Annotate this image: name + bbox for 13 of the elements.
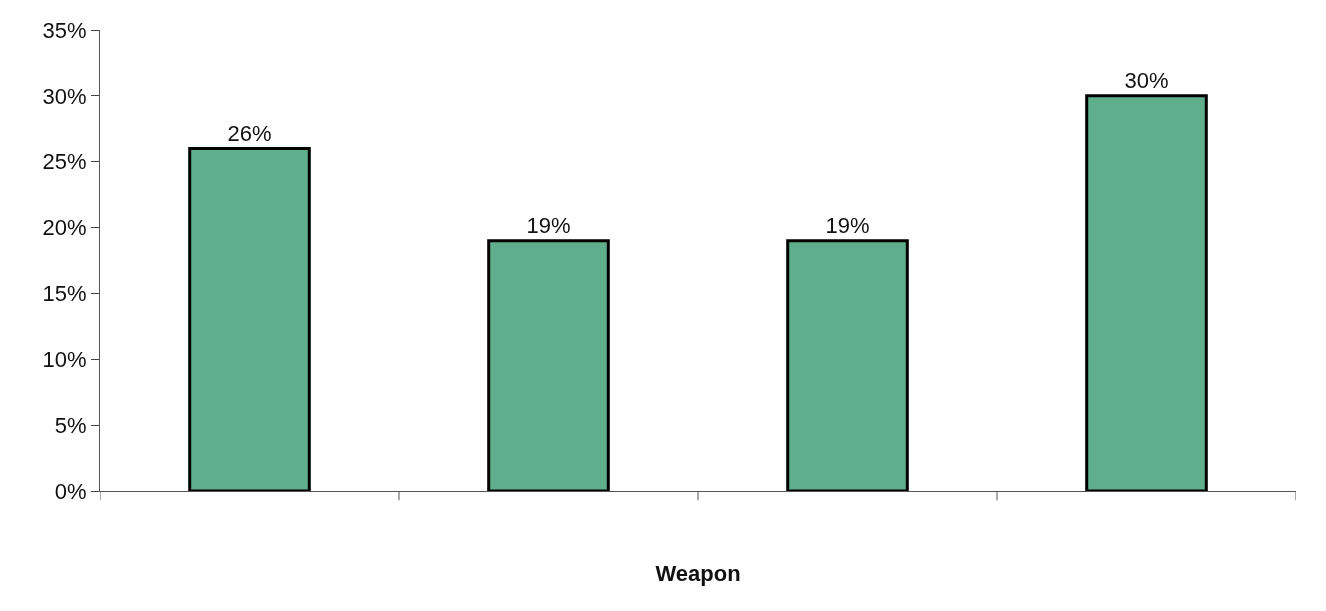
y-tick-label: 35% <box>42 17 87 43</box>
data-label: 19% <box>526 212 571 238</box>
x-axis-title: Weapon <box>655 561 741 587</box>
y-tick-label: 0% <box>54 478 87 504</box>
y-tick-label: 25% <box>42 149 87 175</box>
y-tick-label: 30% <box>42 83 87 109</box>
y-tick-label: 5% <box>54 412 87 438</box>
data-label: 26% <box>227 120 272 146</box>
y-tick-label: 10% <box>42 346 87 372</box>
data-label: 19% <box>825 212 870 238</box>
y-tick-label: 20% <box>42 215 87 241</box>
data-label: 30% <box>1124 67 1169 93</box>
y-tick-label: 15% <box>42 281 87 307</box>
